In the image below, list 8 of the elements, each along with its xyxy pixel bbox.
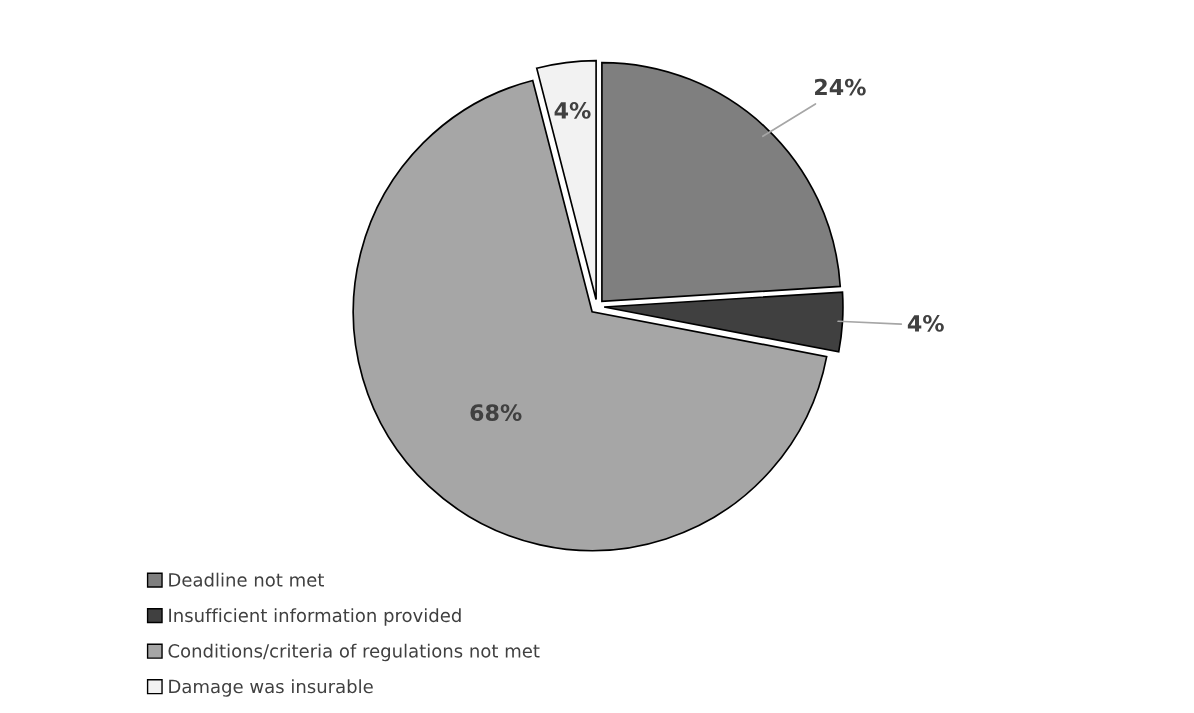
legend-label: Deadline not met bbox=[169, 572, 324, 587]
data-label: 4% bbox=[907, 314, 944, 332]
legend-label: Insufficient information provided bbox=[169, 608, 461, 626]
data-label: 24% bbox=[815, 78, 866, 96]
data-label: 68% bbox=[470, 404, 522, 421]
legend-label: Damage was insurable bbox=[169, 679, 373, 697]
legend-label: Conditions/criteria of regulations not met bbox=[168, 643, 540, 662]
data-label: 4% bbox=[554, 101, 591, 119]
